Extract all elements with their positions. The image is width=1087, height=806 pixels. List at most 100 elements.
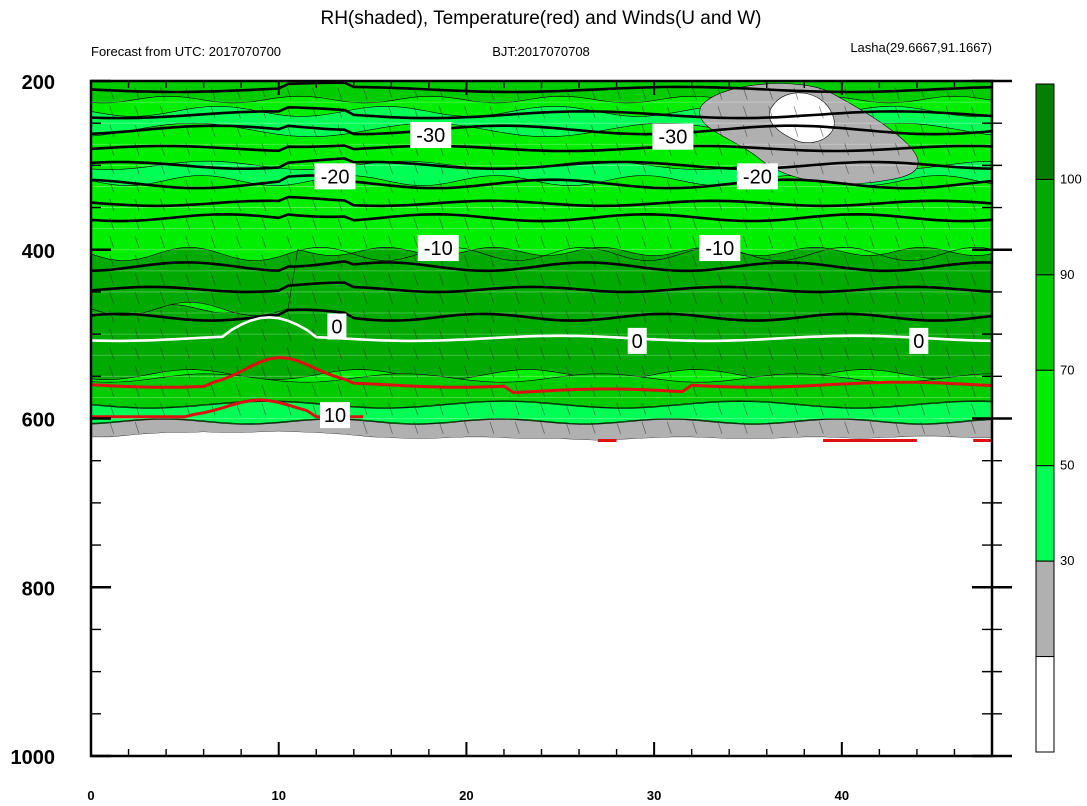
wind-barb (717, 106, 723, 119)
wind-barb (489, 347, 495, 360)
wind-barb (844, 291, 849, 304)
temperature-contour-negative (91, 281, 992, 294)
wind-barb (109, 254, 115, 267)
wind-barb (565, 124, 571, 137)
wind-barb (768, 291, 773, 304)
wind-barb (565, 180, 571, 193)
wind-barb (894, 254, 900, 267)
subtitle-right: Lasha(29.6667,91.1667) (850, 40, 992, 55)
wind-barb (134, 421, 140, 434)
wind-barb (692, 254, 697, 267)
wind-barb (818, 273, 824, 286)
wind-barb (793, 254, 799, 267)
wind-barb (514, 384, 520, 397)
wind-barb (666, 291, 672, 304)
wind-barb (869, 384, 875, 397)
contour-label-box (314, 163, 356, 190)
wind-barb (134, 87, 140, 100)
wind-barb (742, 365, 748, 379)
wind-barb (641, 143, 647, 156)
wind-barb (514, 291, 520, 304)
wind-barb (945, 421, 951, 434)
wind-barb (818, 106, 824, 119)
wind-barb (160, 403, 165, 416)
wind-barb (388, 236, 393, 249)
contour-label-box (909, 327, 929, 354)
wind-barb (945, 273, 951, 286)
temperature-contour-negative (91, 195, 992, 208)
wind-barb (210, 180, 216, 193)
wind-barb (768, 236, 773, 249)
wind-barb (312, 291, 317, 304)
wind-barb (971, 106, 976, 119)
wind-barb (540, 236, 545, 249)
wind-barb (362, 403, 368, 416)
wind-barb (438, 421, 444, 434)
wind-barb (616, 365, 621, 379)
wind-barb (185, 365, 191, 379)
wind-barb (920, 384, 926, 397)
wind-barb (920, 143, 926, 156)
wind-barb (945, 384, 951, 397)
wind-barb (134, 328, 140, 342)
temperature-contour-negative (91, 174, 992, 190)
wind-barb (844, 403, 849, 416)
wind-barb (971, 328, 976, 342)
wind-barb (337, 291, 343, 304)
contour-label: -20 (743, 166, 772, 188)
wind-barb (514, 106, 520, 119)
wind-barb (717, 347, 723, 360)
colorbar-label: 100 (1060, 171, 1082, 186)
wind-barb (312, 403, 317, 416)
wind-barb (590, 365, 596, 379)
wind-barb (971, 236, 976, 249)
wind-barb (768, 403, 773, 416)
wind-barb (489, 403, 495, 416)
wind-barb (362, 236, 368, 249)
wind-barb (692, 236, 697, 249)
wind-barb (286, 180, 292, 193)
wind-barb (210, 328, 216, 342)
wind-barb (514, 273, 520, 286)
wind-barb (818, 328, 824, 342)
wind-barb (616, 273, 621, 286)
contour-label-box (320, 402, 351, 429)
contour-label: -30 (416, 125, 445, 147)
wind-barb (894, 403, 900, 416)
below-ground-mask (91, 431, 992, 756)
wind-barb (362, 421, 368, 434)
colorbar-label: 70 (1060, 362, 1074, 377)
wind-barb (236, 291, 241, 304)
wind-barb (920, 403, 926, 416)
temperature-contour-negative (91, 124, 992, 136)
wind-barb (540, 310, 545, 323)
wind-barb (641, 217, 647, 230)
wind-barb (185, 254, 191, 267)
wind-barb (109, 236, 115, 249)
wind-barb (540, 198, 545, 212)
wind-barb (438, 273, 444, 286)
wind-barb (388, 421, 393, 434)
contour-label-box (736, 163, 778, 190)
wind-barb (971, 124, 976, 137)
wind-barb (666, 87, 672, 100)
wind-barb (109, 365, 115, 379)
wind-barb (362, 161, 368, 175)
colorbar-segment (1035, 560, 1055, 658)
wind-barb (945, 291, 951, 304)
wind-barb (692, 421, 697, 434)
wind-barb (286, 273, 292, 286)
wind-barb (210, 291, 216, 304)
wind-barb (514, 328, 520, 342)
wind-barb (869, 403, 875, 416)
wind-barb (109, 106, 115, 119)
wind-barb (894, 217, 900, 230)
x-tick-label: 40 (835, 788, 849, 803)
wind-barb (489, 365, 495, 379)
wind-barb (185, 236, 191, 249)
wind-barb (971, 403, 976, 416)
wind-barb (438, 365, 444, 379)
wind-barb (894, 291, 900, 304)
wind-barb (514, 87, 520, 100)
